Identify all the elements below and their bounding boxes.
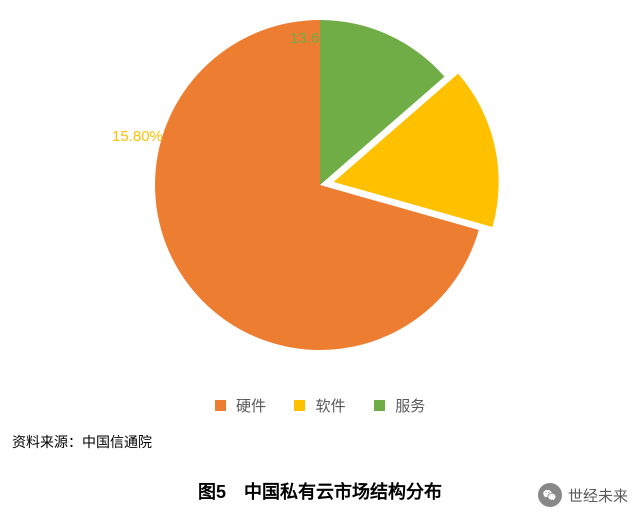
- source-text: 资料来源：中国信通院: [12, 432, 152, 452]
- legend: 硬件 软件 服务: [0, 395, 640, 416]
- legend-item-software: 软件: [294, 395, 345, 416]
- slice-label-hardware: 70.60%: [395, 260, 446, 277]
- legend-label-software: 软件: [316, 398, 346, 415]
- footer-brand-text: 世经未来: [568, 485, 628, 506]
- slice-label-software: 15.80%: [112, 128, 163, 145]
- slice-label-services: 13.60%: [290, 30, 341, 47]
- legend-item-services: 服务: [374, 395, 425, 416]
- legend-swatch-services: [374, 400, 385, 411]
- legend-label-hardware: 硬件: [236, 398, 266, 415]
- legend-label-services: 服务: [395, 398, 425, 415]
- pie-chart-area: 13.60% 15.80% 70.60%: [0, 0, 640, 380]
- wechat-icon: [538, 483, 562, 507]
- legend-swatch-hardware: [215, 400, 226, 411]
- legend-swatch-software: [294, 400, 305, 411]
- legend-item-hardware: 硬件: [215, 395, 266, 416]
- footer-brand: 世经未来: [538, 483, 628, 507]
- pie-svg: [150, 10, 510, 370]
